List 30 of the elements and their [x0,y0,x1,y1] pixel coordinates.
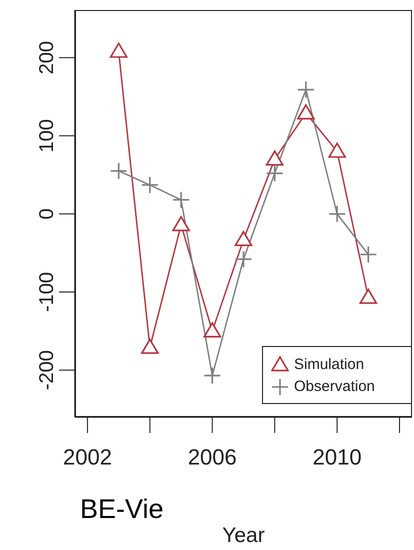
point [234,250,252,268]
point [141,176,159,194]
y-tick-label: 0 [36,208,58,220]
point [266,150,284,166]
point [203,366,222,384]
x-tick-label: 2006 [188,444,237,470]
y-tick-label: 100 [36,119,58,152]
point [110,162,128,180]
point [328,205,346,223]
point [234,230,252,246]
point [110,42,128,58]
text: BE-Vie [80,494,164,525]
y-tick-label: 200 [36,40,58,74]
point [297,80,315,98]
legend-label: Observation [294,378,375,394]
point [141,338,159,354]
legend-label: Simulation [294,356,364,372]
point [360,288,378,304]
x-axis-title: Year [222,524,265,547]
point [172,216,190,232]
point [297,104,315,120]
x-tick-label: 2010 [312,444,362,470]
y-tick-label: -100 [36,272,58,312]
point [172,191,190,209]
point [360,246,378,264]
point [328,142,346,158]
x-tick-label: 2002 [63,444,112,470]
point [203,322,222,338]
y-tick-label: -200 [36,350,58,390]
point [266,164,284,182]
